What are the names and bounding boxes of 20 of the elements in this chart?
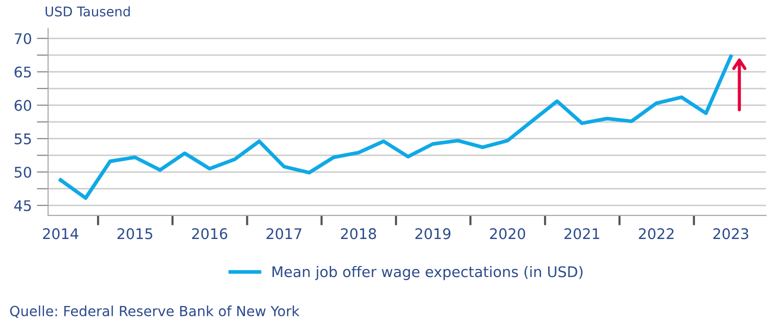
y-tick-label: 55: [14, 134, 31, 144]
y-tick-label: 60: [14, 100, 32, 111]
x-tick-label: 2022: [638, 228, 674, 240]
x-tick-label: 2020: [490, 228, 526, 240]
y-tick-label: 70: [14, 33, 32, 44]
y-tick-label: 45: [14, 200, 31, 212]
y-tick-label: 50: [14, 166, 32, 178]
x-tick-label: 2018: [340, 228, 376, 240]
x-tick-label: 2015: [117, 228, 152, 240]
x-tick-label: 2017: [266, 228, 302, 240]
x-tick-label: 2021: [564, 228, 600, 240]
x-tick-label: 2019: [415, 228, 450, 240]
x-tick-label: 2016: [192, 228, 228, 240]
line-series: [58, 54, 733, 200]
y-axis-title: USD Tausend: [46, 6, 130, 16]
x-tick-label: 2014: [43, 228, 78, 240]
y-tick-label: 65: [14, 66, 31, 78]
source-note: Quelle: Federal Reserve Bank of New York: [10, 306, 300, 318]
legend-label: Mean job offer wage expectations (in USD): [272, 266, 582, 280]
x-tick-label: 2023: [713, 228, 748, 240]
